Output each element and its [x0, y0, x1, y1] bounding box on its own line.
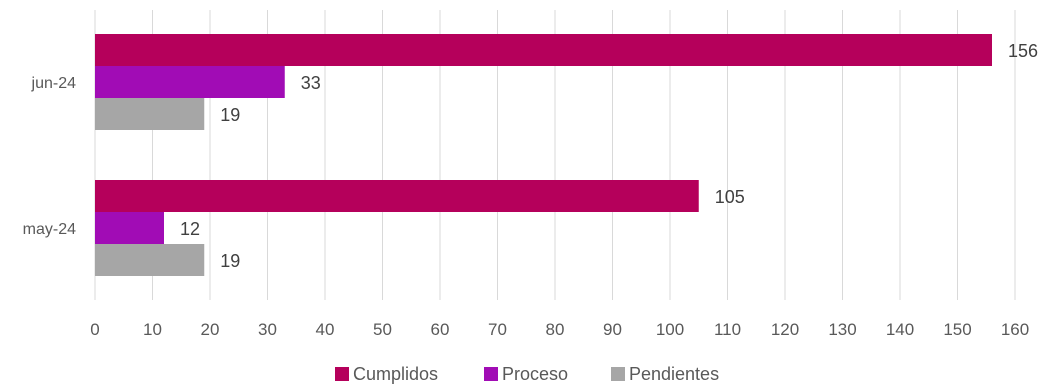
- x-tick-label: 130: [828, 320, 856, 339]
- data-label: 19: [220, 105, 240, 125]
- x-tick-label: 140: [886, 320, 914, 339]
- x-tick-label: 80: [546, 320, 565, 339]
- category-labels: jun-24 may-24: [23, 75, 76, 238]
- x-tick-label: 110: [714, 320, 741, 339]
- x-tick-label: 90: [603, 320, 622, 339]
- x-tick-label: 10: [143, 320, 162, 339]
- x-tick-label: 60: [431, 320, 450, 339]
- category-label: may-24: [23, 221, 76, 238]
- legend-label: Cumplidos: [353, 364, 438, 384]
- data-label: 12: [180, 219, 200, 239]
- x-tick-label: 40: [316, 320, 335, 339]
- legend-label: Pendientes: [629, 364, 719, 384]
- bar-pendientes-jun-24: [95, 98, 205, 130]
- bar-cumplidos-may-24: [95, 180, 699, 212]
- x-tick-label: 150: [943, 320, 971, 339]
- x-axis-tick-labels: 0 10 20 30 40 50 60 70 80 90 100 110 120 130 140 150 160: [90, 320, 1029, 339]
- x-tick-label: 0: [90, 320, 99, 339]
- x-tick-label: 160: [1001, 320, 1029, 339]
- data-label: 156: [1008, 41, 1038, 61]
- bar-pendientes-may-24: [95, 244, 205, 276]
- data-label: 105: [715, 187, 745, 207]
- x-tick-label: 50: [373, 320, 392, 339]
- category-label: jun-24: [31, 75, 77, 92]
- legend-swatch: [611, 367, 625, 381]
- data-label: 19: [220, 251, 240, 271]
- bar-proceso-jun-24: [95, 66, 285, 98]
- bar-cumplidos-jun-24: [95, 34, 992, 66]
- x-tick-label: 100: [656, 320, 684, 339]
- legend-label: Proceso: [502, 364, 568, 384]
- legend-swatch: [335, 367, 349, 381]
- data-labels: 156 33 19 105 12 19: [180, 41, 1038, 271]
- x-tick-label: 120: [771, 320, 799, 339]
- bars: [95, 34, 992, 276]
- bar-proceso-may-24: [95, 212, 164, 244]
- legend-swatch: [484, 367, 498, 381]
- legend: Cumplidos Proceso Pendientes: [335, 364, 719, 384]
- x-tick-label: 70: [488, 320, 507, 339]
- x-tick-label: 30: [258, 320, 277, 339]
- x-tick-label: 20: [201, 320, 220, 339]
- data-label: 33: [301, 73, 321, 93]
